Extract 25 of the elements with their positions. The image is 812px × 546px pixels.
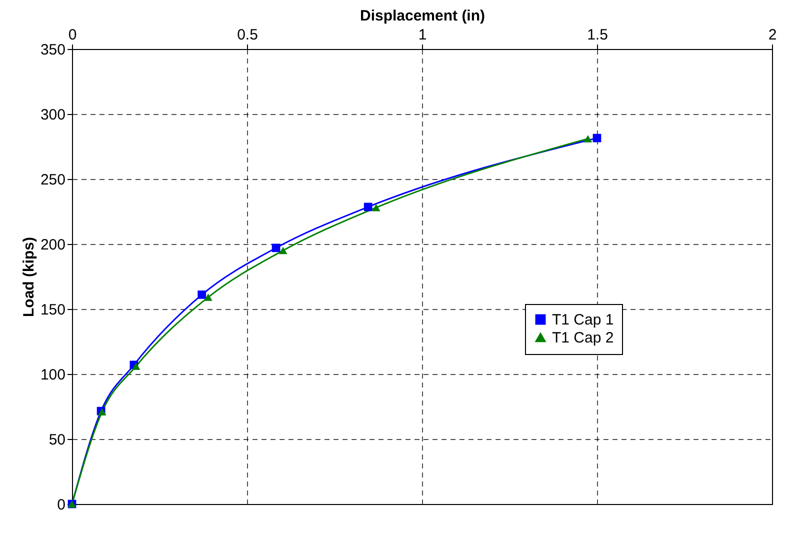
point <box>198 290 206 299</box>
x-tick-label: 0.5 <box>237 26 258 44</box>
y-tick-label: 200 <box>40 236 66 254</box>
y-tick-label: 250 <box>40 172 66 188</box>
point <box>204 294 212 301</box>
legend-label: T1 Cap 2 <box>552 330 614 346</box>
point <box>278 246 288 254</box>
y-tick-label: 0 <box>57 496 66 514</box>
x-tick-label: 0 <box>68 26 77 44</box>
point <box>272 244 280 252</box>
y-tick-label: 300 <box>40 106 66 124</box>
x-tick-label: 1 <box>418 26 427 44</box>
x-tick-label: 1.5 <box>587 26 608 44</box>
x-axis-title: Displacement (in) <box>360 8 486 24</box>
x-tick-label: 2 <box>768 26 777 44</box>
legend-label: T1 Cap 1 <box>552 312 614 328</box>
y-tick-label: 100 <box>40 366 66 384</box>
point <box>592 134 602 142</box>
y-axis-title: Load (kips) <box>20 236 38 318</box>
y-tick-label: 350 <box>40 42 66 58</box>
point <box>364 202 372 212</box>
y-tick-label: 150 <box>40 302 66 318</box>
point <box>584 135 592 142</box>
point <box>372 204 380 212</box>
y-tick-label: 50 <box>48 432 66 448</box>
